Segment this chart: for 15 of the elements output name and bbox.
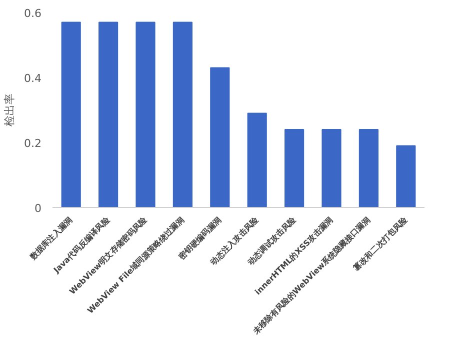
y-tick-label: 0.2: [24, 137, 42, 150]
y-axis-title: 检出率: [3, 94, 16, 126]
bar: [284, 129, 304, 208]
bar: [358, 129, 378, 208]
y-tick-label: 0.6: [24, 7, 42, 20]
bar: [396, 145, 416, 208]
y-tick-label: 0: [34, 202, 42, 215]
bar: [247, 112, 267, 208]
bar: [136, 22, 156, 208]
bar: [210, 67, 230, 208]
bar: [98, 22, 118, 208]
y-tick-label: 0.4: [24, 72, 42, 85]
bar: [322, 129, 342, 208]
bar: [172, 22, 192, 208]
bar: [61, 22, 81, 208]
